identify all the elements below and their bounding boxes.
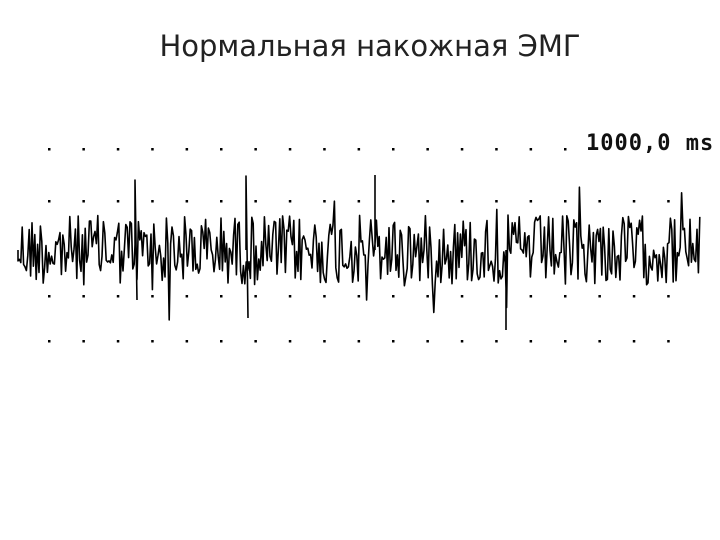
grid-dot [151,200,154,203]
grid-dot [288,148,292,151]
grid-dot [288,200,292,203]
grid-dot [426,295,429,298]
grid-dot [116,200,120,203]
grid-dot [254,148,257,151]
grid-dot [667,340,670,343]
grid-dot [529,200,533,203]
grid-dot [564,148,567,151]
grid-dot [323,200,326,203]
grid-dot [82,200,85,203]
grid-dot [598,200,601,203]
grid-dot [151,340,154,343]
grid-dot [357,200,361,203]
grid-dot [151,148,154,151]
grid-dot [185,295,189,298]
grid-dot [116,148,120,151]
grid-dot [82,340,85,343]
grid-dot [426,148,429,151]
grid-dot [460,340,464,343]
grid-dot [564,340,567,343]
grid-dot [667,200,670,203]
grid-dot [48,340,51,343]
grid-dot [460,200,464,203]
grid-dot [82,295,85,298]
grid-dot [392,148,395,151]
grid-dot [185,148,189,151]
grid-dot [220,340,223,343]
grid-dot [529,148,533,151]
grid-dot [426,340,429,343]
grid-dot [82,148,85,151]
grid-dot [323,295,326,298]
grid-dot [48,295,51,298]
grid-dot [323,148,326,151]
grid-dot [495,148,498,151]
grid-dot [564,295,567,298]
dot-grid [48,148,670,343]
grid-dot [598,340,601,343]
grid-dot [667,295,670,298]
grid-dot [185,200,189,203]
grid-dot [426,200,429,203]
grid-dot [254,340,257,343]
grid-dot [460,295,464,298]
slide-title: Нормальная накожная ЭМГ [159,29,580,63]
grid-dot [357,295,361,298]
scale-label: 1000,0 ms [586,131,714,156]
grid-dot [220,200,223,203]
emg-trace [17,175,701,330]
grid-dot [529,340,533,343]
grid-dot [460,148,464,151]
grid-dot [564,200,567,203]
grid-dot [495,340,498,343]
grid-dot [185,340,189,343]
grid-dot [357,340,361,343]
grid-dot [288,340,292,343]
grid-dot [116,340,120,343]
grid-dot [254,200,257,203]
grid-dot [392,295,395,298]
grid-dot [495,295,498,298]
grid-dot [48,200,51,203]
grid-dot [151,295,154,298]
grid-dot [529,295,533,298]
grid-dot [220,295,223,298]
grid-dot [288,295,292,298]
grid-dot [598,295,601,298]
grid-dot [254,295,257,298]
grid-dot [357,148,361,151]
grid-dot [220,148,223,151]
grid-dot [323,340,326,343]
grid-dot [632,295,636,298]
grid-dot [392,200,395,203]
grid-dot [392,340,395,343]
grid-dot [48,148,51,151]
grid-dot [116,295,120,298]
grid-dot [632,200,636,203]
grid-dot [495,200,498,203]
grid-dot [632,340,636,343]
